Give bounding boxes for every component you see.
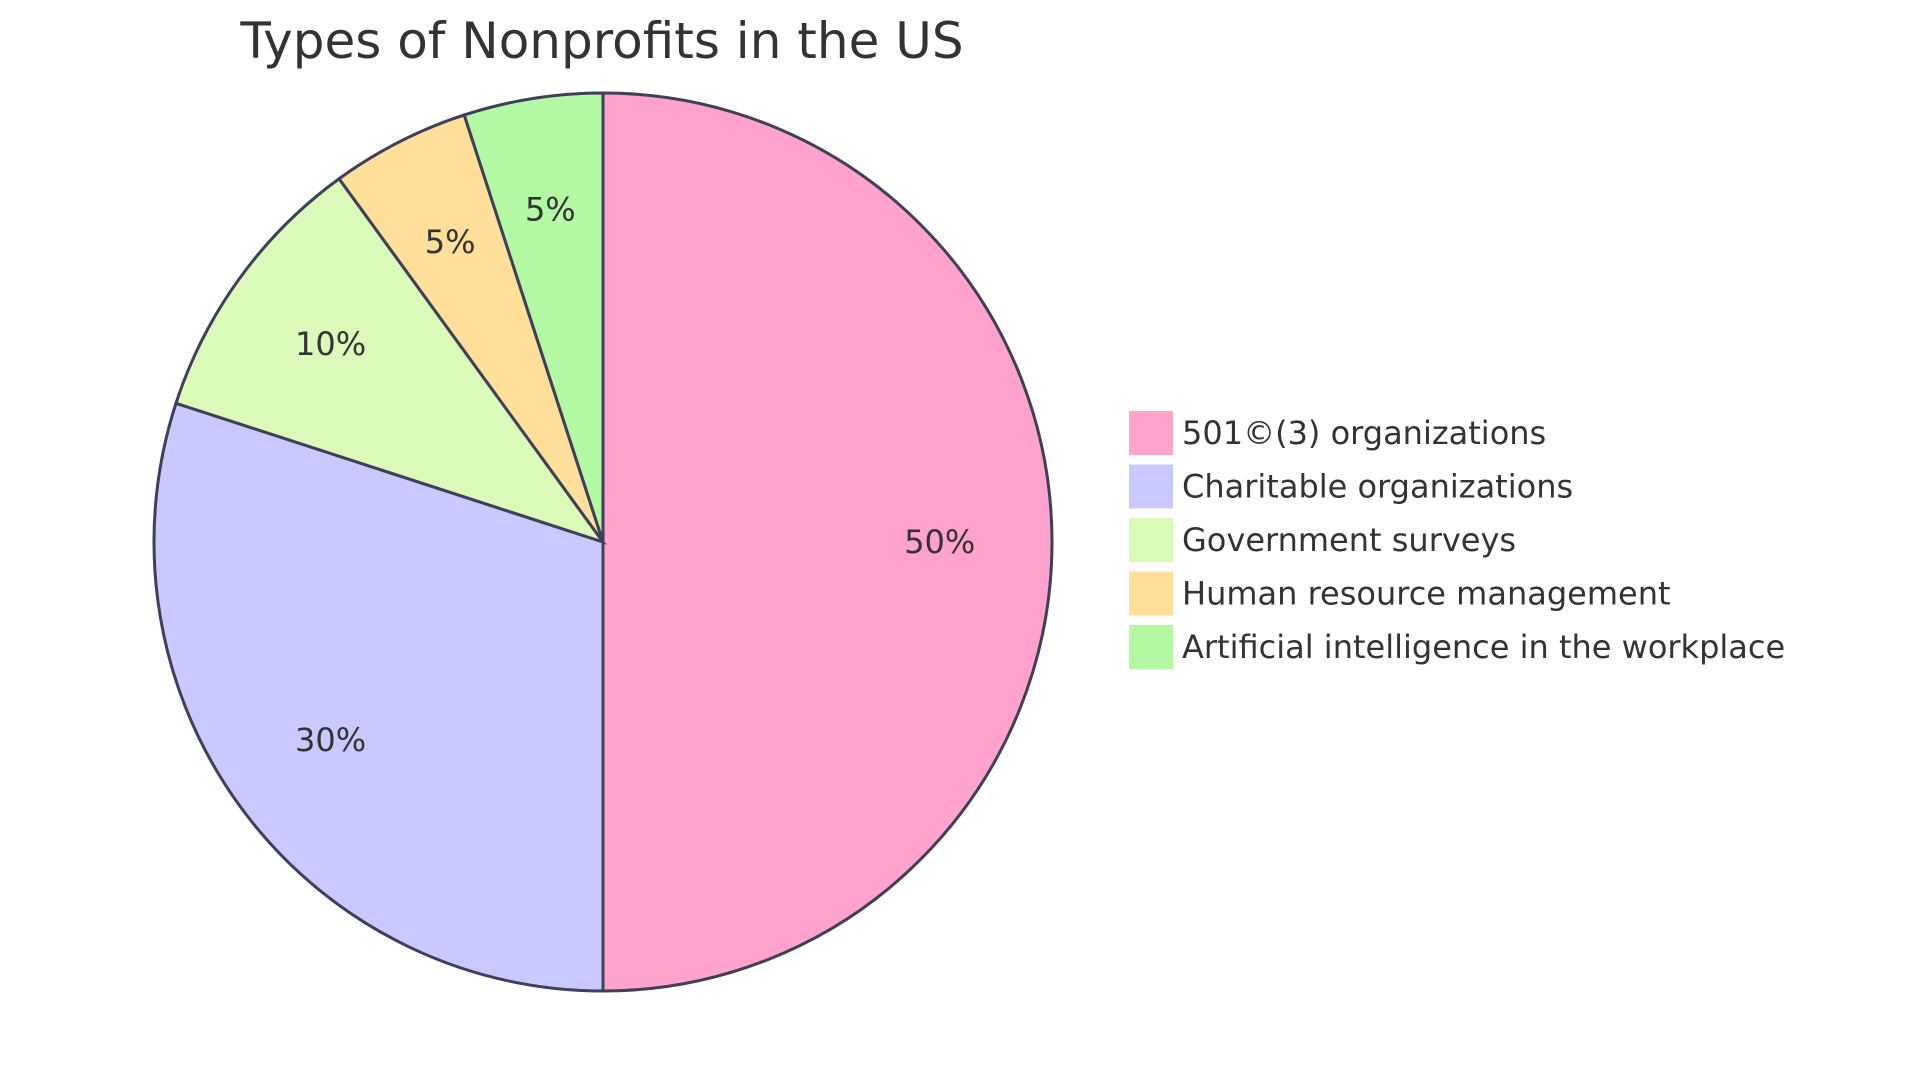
pie-slices [152, 91, 1054, 993]
slice-percent-label: 10% [295, 325, 366, 363]
slice-percent-label: 50% [904, 523, 975, 561]
pie-slice [174, 176, 607, 545]
legend-label: 501©(3) organizations [1182, 414, 1546, 452]
legend-swatch [1127, 569, 1175, 618]
legend: 501©(3) organizations Charitable organiza… [1127, 409, 1785, 671]
pie-slice [152, 401, 605, 993]
legend-swatch [1127, 462, 1175, 511]
legend-label: Charitable organizations [1182, 468, 1573, 506]
legend-swatch [1127, 623, 1175, 671]
slice-percent-label: 30% [295, 721, 366, 759]
slice-percent-label: 5% [425, 223, 476, 261]
pie-slice-labels: 50% 30% 10% 5% 5% [295, 190, 975, 759]
legend-label: Human resource management [1182, 575, 1671, 613]
legend-swatch [1127, 516, 1175, 564]
legend-label: Government surveys [1182, 521, 1516, 559]
legend-swatch [1127, 409, 1175, 457]
pie-slice [462, 91, 605, 543]
slice-percent-label: 5% [525, 190, 576, 228]
pie-slice [601, 91, 1054, 993]
chart-title: Types of Nonprofits in the US [239, 12, 963, 70]
legend-label: Artificial intelligence in the workplace [1182, 628, 1785, 666]
